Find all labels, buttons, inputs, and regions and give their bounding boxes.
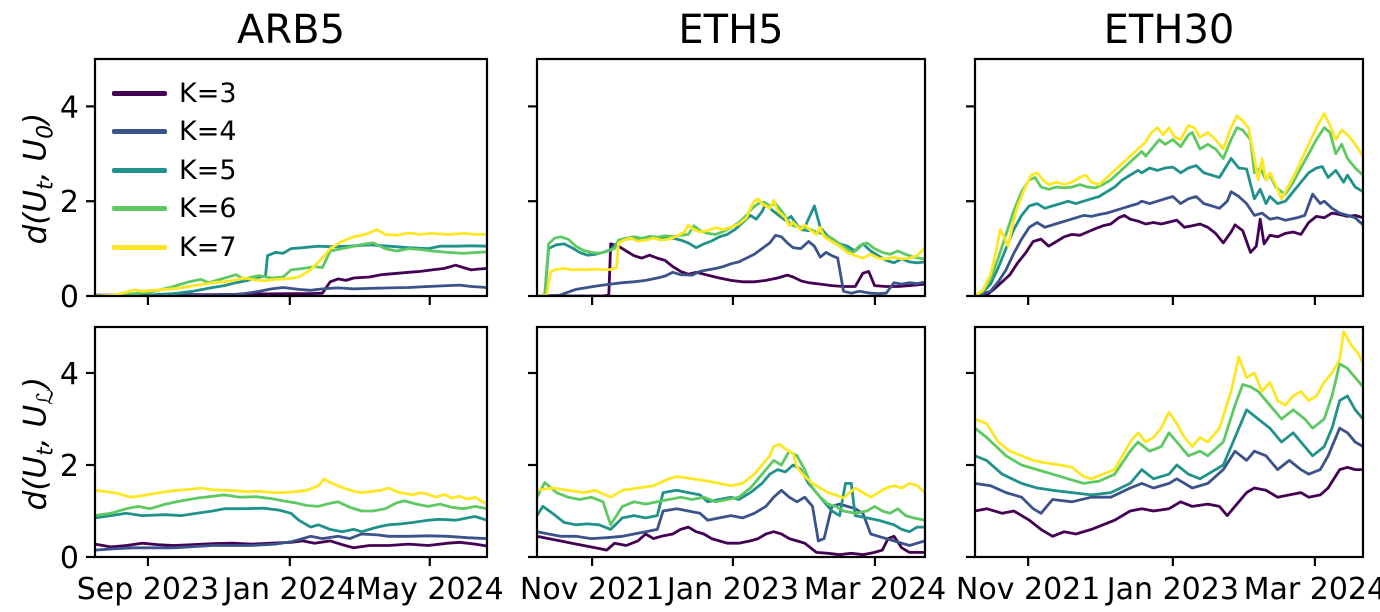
x-tick-label-eth30-bottom-2: Mar 2024 [1244, 572, 1380, 607]
axes-frame-arb5-top [93, 57, 489, 298]
series-eth5-top-K=4 [537, 233, 925, 296]
axes-frame-eth5-top [535, 57, 927, 298]
legend-item-k7: K=7 [112, 228, 237, 267]
series-eth5-top-K=5 [537, 202, 925, 296]
legend-label-k3: K=3 [179, 77, 237, 109]
x-tick-label-arb5-bottom-1: Jan 2024 [222, 572, 356, 607]
legend-item-k4: K=4 [112, 113, 237, 152]
y-tick-label-arb5-top-1: 2 [60, 185, 79, 220]
series-eth30-bottom-K=4 [975, 426, 1363, 515]
legend-line-swatch-k5 [112, 167, 167, 173]
axes-frame-arb5-bottom [93, 325, 489, 559]
series-eth5-bottom-K=6 [537, 449, 925, 527]
series-eth30-top-K=3 [975, 211, 1363, 296]
series-eth5-bottom-K=7 [537, 442, 925, 500]
series-arb5-bottom-K=7 [95, 477, 487, 506]
y-tick-label-arb5-top-0: 0 [60, 280, 79, 315]
series-eth30-bottom-K=3 [975, 465, 1363, 538]
series-arb5-top-K=7 [95, 228, 487, 296]
x-tick-label-eth5-bottom-1: Jan 2023 [665, 572, 799, 607]
legend-label-k4: K=4 [179, 116, 237, 148]
series-eth5-top-K=3 [537, 242, 925, 296]
y-tick-label-arb5-top-2: 4 [60, 90, 79, 125]
series-arb5-bottom-K=6 [95, 493, 487, 517]
legend-item-k6: K=6 [112, 190, 237, 229]
legend-label-k6: K=6 [179, 193, 237, 225]
legend-item-k3: K=3 [112, 74, 237, 113]
series-eth30-top-K=7 [975, 112, 1363, 296]
y-tick-label-arb5-bottom-2: 4 [60, 357, 79, 392]
series-eth30-bottom-K=7 [975, 330, 1363, 481]
series-arb5-top-K=6 [95, 241, 487, 296]
x-tick-label-eth30-bottom-0: Nov 2021 [956, 572, 1100, 607]
series-eth30-bottom-K=6 [975, 362, 1363, 485]
series-eth5-bottom-K=5 [537, 463, 925, 534]
chart-title-arb5: ARB5 [236, 7, 346, 53]
series-eth30-top-K=4 [975, 190, 1363, 296]
axes-frame-eth30-bottom [973, 325, 1365, 559]
series-eth30-top-K=6 [975, 126, 1363, 296]
chart-title-eth5: ETH5 [678, 7, 784, 53]
series-arb5-bottom-K=5 [95, 506, 487, 534]
series-eth5-top-K=7 [537, 197, 925, 296]
series-arb5-top-K=4 [95, 283, 487, 296]
legend-label-k5: K=5 [179, 154, 237, 186]
y-tick-label-arb5-bottom-0: 0 [60, 541, 79, 576]
chart-title-eth30: ETH30 [1103, 7, 1235, 53]
legend-label-k7: K=7 [179, 231, 237, 263]
x-tick-label-arb5-bottom-2: May 2024 [356, 572, 504, 607]
legend-line-swatch-k4 [112, 129, 167, 135]
series-eth5-bottom-K=3 [537, 525, 925, 557]
x-tick-label-arb5-bottom-0: Sep 2023 [77, 572, 219, 607]
axes-frame-eth5-bottom [535, 325, 927, 559]
legend-line-swatch-k7 [112, 244, 167, 250]
legend: K=3 K=4 K=5 K=6 K=7 [112, 74, 237, 267]
legend-line-swatch-k6 [112, 206, 167, 212]
y-tick-label-arb5-bottom-1: 2 [60, 449, 79, 484]
x-tick-label-eth5-bottom-0: Nov 2021 [520, 572, 664, 607]
series-arb5-bottom-K=4 [95, 532, 487, 552]
x-tick-label-eth5-bottom-2: Mar 2024 [804, 572, 947, 607]
legend-line-swatch-k3 [112, 90, 167, 96]
series-eth30-bottom-K=5 [975, 394, 1363, 497]
x-tick-label-eth30-bottom-1: Jan 2023 [1105, 572, 1239, 607]
series-eth30-top-K=5 [975, 157, 1363, 296]
series-eth5-bottom-K=4 [537, 488, 925, 547]
axes-frame-eth30-top [973, 57, 1365, 298]
series-arb5-bottom-K=3 [95, 539, 487, 550]
legend-item-k5: K=5 [112, 151, 237, 190]
